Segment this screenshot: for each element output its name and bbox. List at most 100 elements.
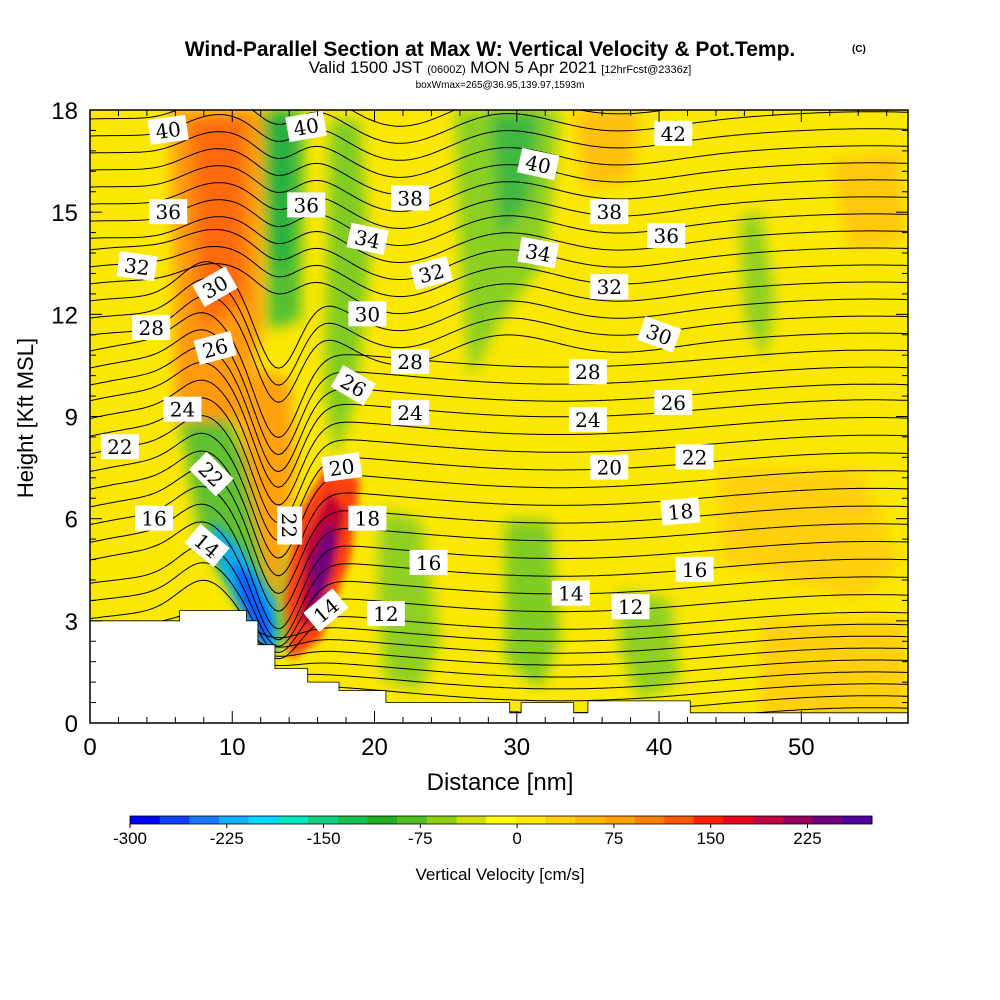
theta-label-text: 28 bbox=[575, 360, 600, 384]
theta-contour bbox=[90, 397, 908, 524]
theta-contour-label: 32 bbox=[409, 256, 453, 291]
colorbar-swatch bbox=[278, 816, 309, 824]
theta-label-box bbox=[287, 192, 326, 218]
theta-label-text: 12 bbox=[618, 595, 643, 619]
theta-contour-label: 22 bbox=[100, 434, 139, 460]
theta-contour-label: 12 bbox=[611, 594, 650, 620]
theta-label-box bbox=[637, 316, 682, 353]
theta-contour-label: 26 bbox=[654, 389, 693, 415]
y-tick-label: 6 bbox=[65, 507, 78, 534]
y-tick-label: 0 bbox=[65, 711, 78, 738]
theta-contour bbox=[90, 245, 908, 298]
colorbar-swatch bbox=[545, 816, 576, 824]
colorbar-tick-label: 0 bbox=[512, 829, 521, 848]
theta-contour bbox=[90, 579, 908, 660]
theta-contour-label: 30 bbox=[637, 316, 682, 353]
theta-label-box bbox=[346, 222, 389, 256]
colorbar-swatch bbox=[753, 816, 784, 824]
theta-contour-label: 20 bbox=[590, 454, 629, 480]
colorbar-swatch bbox=[634, 816, 665, 824]
theta-label-box bbox=[517, 236, 560, 269]
colorbar-frame bbox=[129, 815, 873, 825]
x-tick-label: 50 bbox=[788, 734, 815, 761]
theta-label-box bbox=[654, 389, 693, 415]
colorbar-swatch bbox=[248, 816, 279, 824]
colorbar-swatch bbox=[812, 816, 843, 824]
y-tick-label: 18 bbox=[51, 98, 78, 125]
y-tick-label: 3 bbox=[65, 609, 78, 636]
theta-contour bbox=[90, 216, 908, 264]
colorbar-tick-label: 225 bbox=[793, 829, 821, 848]
theta-contour bbox=[90, 485, 908, 612]
theta-contour bbox=[90, 361, 908, 488]
colorbar-swatch bbox=[426, 816, 457, 824]
title-mark: (C) bbox=[852, 44, 866, 55]
x-axis-label: Distance [nm] bbox=[427, 769, 574, 796]
theta-label-text: 16 bbox=[682, 558, 707, 582]
theta-contour-label: 24 bbox=[568, 406, 607, 432]
theta-contour-label: 38 bbox=[391, 185, 430, 211]
colorbar-swatch bbox=[308, 816, 339, 824]
colorbar-swatch bbox=[159, 816, 190, 824]
theta-contour-label: 38 bbox=[590, 199, 629, 225]
colorbar-swatch bbox=[575, 816, 606, 824]
theta-label-box bbox=[348, 301, 387, 327]
theta-label-box bbox=[391, 185, 430, 211]
x-tick-label: 20 bbox=[361, 734, 388, 761]
theta-label-text: 22 bbox=[682, 445, 707, 469]
theta-contour-label: 36 bbox=[647, 223, 686, 248]
theta-contour-label: 32 bbox=[590, 274, 629, 300]
colorbar-swatch bbox=[693, 816, 725, 824]
theta-label-box bbox=[517, 147, 560, 181]
theta-label-box bbox=[116, 251, 158, 282]
colorbar-swatch bbox=[604, 816, 636, 824]
theta-label-text: 26 bbox=[661, 391, 686, 415]
theta-contour bbox=[90, 415, 908, 541]
x-tick-label: 0 bbox=[83, 734, 96, 761]
theta-contour bbox=[90, 148, 908, 195]
colorbar-swatch bbox=[664, 816, 695, 824]
x-tick-label: 30 bbox=[503, 734, 530, 761]
colorbar-label: Vertical Velocity [cm/s] bbox=[415, 865, 584, 884]
theta-contour-label: 40 bbox=[285, 110, 327, 143]
theta-contour bbox=[90, 346, 908, 473]
theta-contour-label: 32 bbox=[116, 251, 158, 282]
theta-contour-label: 36 bbox=[287, 192, 326, 218]
theta-label-text: 36 bbox=[155, 200, 180, 224]
y-tick-label: 12 bbox=[51, 302, 78, 329]
updraft-low-right bbox=[720, 470, 900, 600]
colorbar-swatch bbox=[367, 816, 398, 824]
theta-label-text: 24 bbox=[170, 398, 195, 422]
colorbar-tick-label: -225 bbox=[210, 829, 244, 848]
updraft-patch-upper-right bbox=[575, 110, 640, 190]
theta-label-text: 34 bbox=[523, 239, 552, 267]
colorbar-swatch bbox=[337, 816, 368, 824]
theta-contour-label: 26 bbox=[193, 330, 237, 365]
theta-label-box bbox=[321, 452, 363, 483]
theta-contour bbox=[90, 228, 908, 280]
colorbar-swatch bbox=[782, 816, 814, 824]
theta-contour bbox=[90, 131, 908, 178]
theta-label-box bbox=[163, 396, 202, 422]
theta-label-box bbox=[675, 444, 714, 470]
theta-label-text: 20 bbox=[597, 456, 622, 480]
theta-label-text: 14 bbox=[558, 582, 583, 606]
theta-label-box bbox=[568, 406, 607, 432]
velocity-field-shading bbox=[170, 110, 908, 720]
theta-contour-label: 18 bbox=[660, 497, 701, 526]
theta-label-text: 28 bbox=[397, 350, 422, 374]
theta-contour bbox=[367, 100, 438, 109]
colorbar-swatch bbox=[189, 816, 220, 824]
theta-contour-label: 16 bbox=[675, 556, 714, 582]
downdraft-right-core bbox=[490, 110, 540, 240]
theta-contour bbox=[90, 544, 908, 647]
theta-contour-label: 16 bbox=[409, 549, 448, 575]
theta-label-box bbox=[188, 451, 234, 497]
y-axis-label: Height [Kft MSL] bbox=[13, 338, 38, 498]
theta-label-box bbox=[366, 601, 405, 626]
theta-contour-label: 30 bbox=[348, 301, 387, 327]
downdraft-right-band bbox=[455, 110, 560, 380]
